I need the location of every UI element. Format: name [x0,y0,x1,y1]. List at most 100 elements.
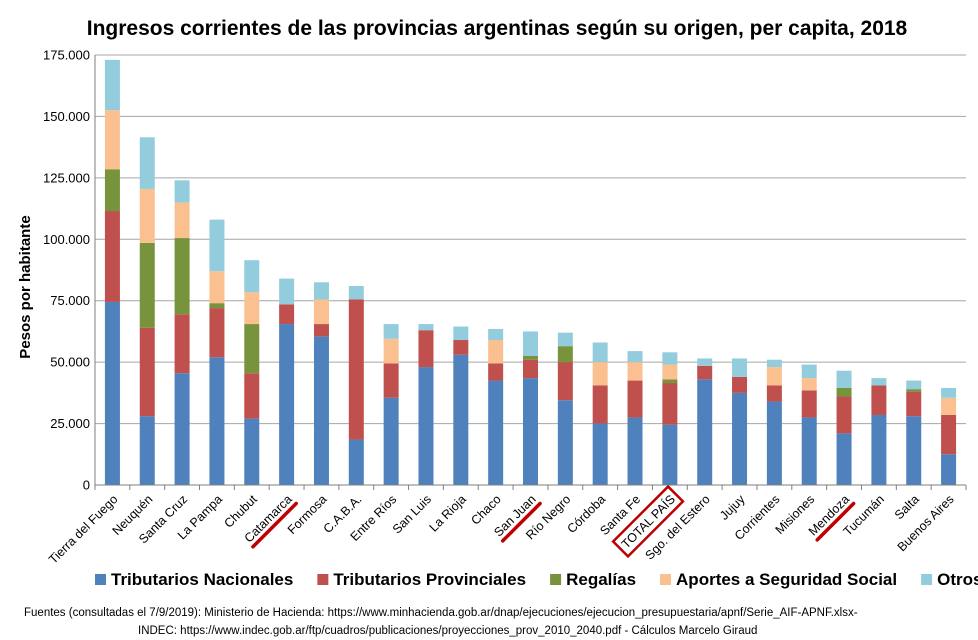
axes [94,55,967,490]
bar-segment [627,351,643,363]
bar-segment [941,397,957,415]
bar-segment [627,380,643,418]
highlight-underline [500,501,542,543]
bar-segment [766,385,782,402]
bar-segment [662,364,678,380]
bar-segment [174,314,190,374]
chart-title: Ingresos corrientes de las provincias ar… [87,17,908,40]
bar-segment [244,373,260,419]
y-tick-label: 25.000 [50,416,90,431]
bar-segment [662,352,678,365]
bar-segment [244,324,260,374]
bar-segment [523,359,538,379]
bar-segment [174,373,190,485]
x-tick-label: San Luis [390,492,434,536]
bar-segment [592,385,608,424]
bar-segment [313,299,329,325]
bar-segment [662,383,678,425]
highlight-underline [815,501,856,542]
bar-segment [418,324,434,331]
bar-segment [348,299,364,440]
bar-segment [139,188,155,243]
bar-segment [139,137,155,189]
bar-segment [313,336,329,485]
bar-segment [836,396,852,434]
bar-segment [174,238,190,315]
bar-segment [871,414,887,485]
bar-segment [836,370,852,388]
bar-segment [906,416,922,485]
bar-segment [313,282,329,300]
bar-segment [557,400,573,485]
y-tick-label: 75.000 [50,293,90,308]
bar-segment [732,392,748,485]
legend-swatch [550,574,562,585]
x-tick-label: Jujuy [717,492,748,523]
gridlines [95,54,966,425]
bar-segment [453,354,469,485]
bar-segment [104,169,120,212]
bar-segment [104,110,120,170]
bar-segment [139,327,155,417]
bar-segment [557,332,573,347]
bar-segment [557,362,573,401]
y-tick-label: 0 [83,478,90,493]
bar-segment [488,340,504,364]
bar-segment [383,324,399,339]
source-note-line-2: INDEC: https://www.indec.gob.ar/ftp/cuad… [138,625,757,637]
bar-segment [906,391,922,417]
bar-segment [592,342,608,363]
y-tick-label: 100.000 [43,232,90,247]
bar-segment [697,379,713,485]
legend-label: Regalías [566,570,636,589]
bar-segment [906,389,922,392]
bar-segment [139,242,155,328]
x-tick-label: Tierra del Fuego [46,492,120,566]
bar-segment [941,387,957,398]
legend-swatch [660,574,672,585]
bar-segment [209,303,225,309]
bar-segment [348,285,364,300]
bar-segment [941,454,957,485]
bar-segment [732,376,748,393]
legend-swatch [921,574,933,585]
bar-segment [244,292,260,325]
legend-label: Aportes a Seguridad Social [676,570,897,589]
bar-segment [941,414,957,455]
y-axis-ticks: 0 25.000 50.000 75.000 100.000 125.000 150.000… [43,48,90,493]
legend-label: Tributarios Nacionales [111,570,293,589]
bar-segment [383,338,399,364]
bar-segment [139,416,155,485]
bar-segment [766,401,782,485]
x-tick-label: Salta [892,492,922,522]
bar-segment [383,397,399,485]
bar-segment [557,346,573,363]
bar-segment [697,365,713,380]
y-tick-label: 50.000 [50,355,90,370]
bar-segment [488,328,504,341]
bar-segment [801,378,817,391]
bar-segment [279,304,295,325]
bars [104,59,957,485]
bar-segment [209,357,225,485]
highlight-marks [251,484,856,559]
bar-segment [836,387,852,397]
y-tick-label: 125.000 [43,170,90,185]
bar-segment [244,260,260,293]
bar-segment [697,358,713,366]
bar-segment [313,324,329,337]
bar-segment [662,379,678,384]
highlight-underline [251,501,298,549]
bar-segment [801,390,817,418]
bar-segment [766,359,782,368]
bar-segment [104,59,120,111]
bar-segment [488,380,504,485]
bar-segment [488,363,504,381]
bar-segment [662,424,678,485]
bar-segment [209,271,225,304]
legend-swatch [317,574,329,585]
legend-swatch [95,574,106,585]
bar-segment [732,358,748,377]
